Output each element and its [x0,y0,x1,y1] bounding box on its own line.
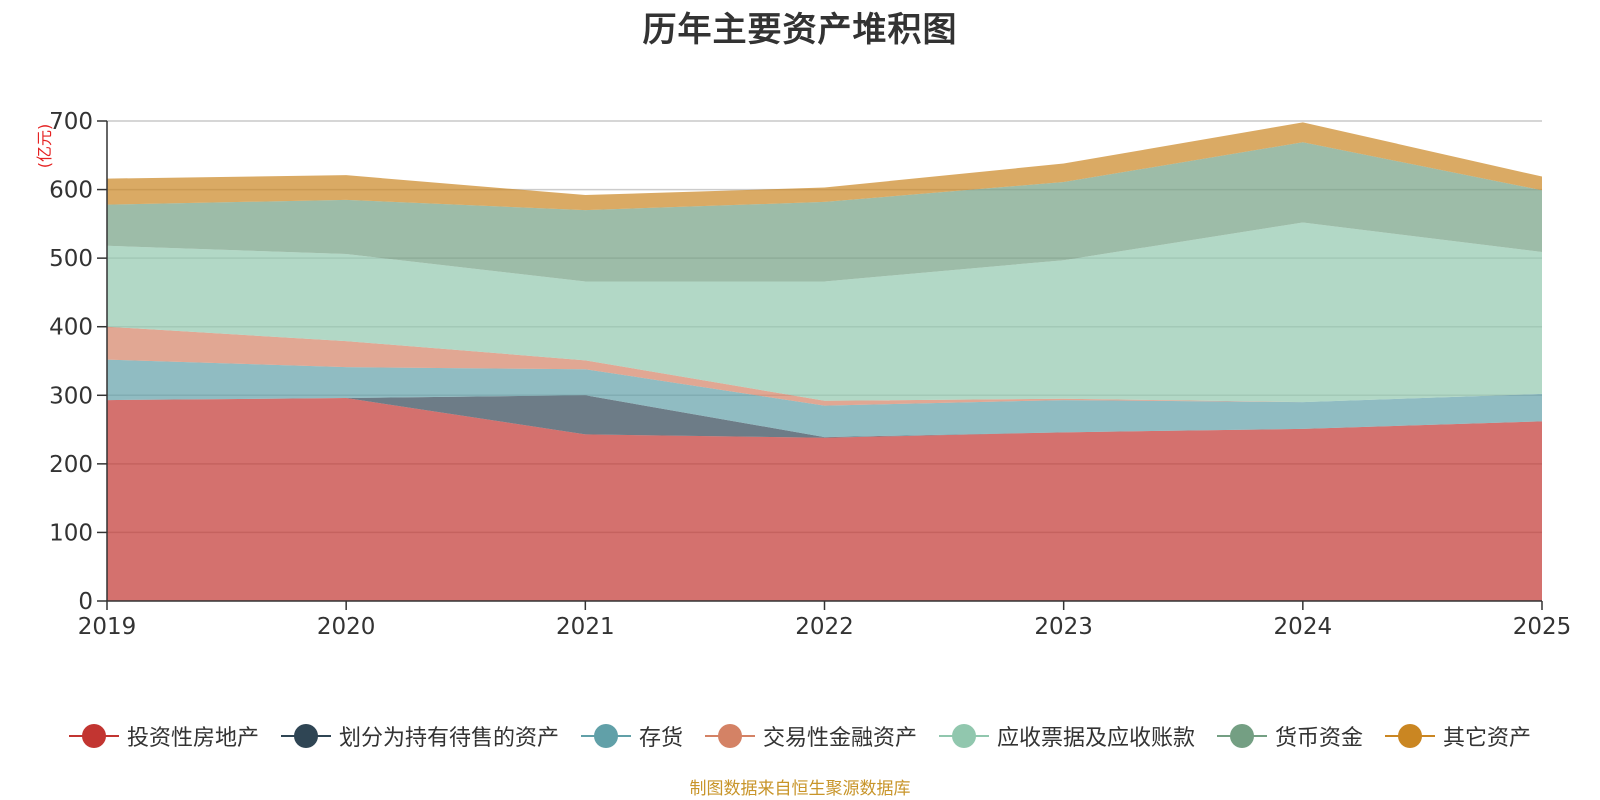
legend-item-3[interactable]: 交易性金融资产 [704,720,917,752]
x-tick-label-2021: 2021 [556,614,615,640]
legend-swatch-icon [1217,723,1268,749]
x-tick-label-2020: 2020 [317,614,376,640]
y-tick-label-0: 0 [78,589,93,615]
legend-swatch-icon [68,723,119,749]
legend-item-6[interactable]: 其它资产 [1385,720,1531,752]
y-tick-label-200: 200 [49,452,93,478]
legend-label: 其它资产 [1443,726,1532,751]
y-tick-label-500: 500 [49,246,93,272]
legend-label: 存货 [638,726,683,751]
x-tick-label-2025: 2025 [1513,614,1572,640]
legend-item-4[interactable]: 应收票据及应收账款 [939,720,1195,752]
legend-swatch-icon [704,723,755,749]
x-tick-label-2019: 2019 [78,614,137,640]
area-series-2 [107,359,1542,438]
y-tick-label-600: 600 [49,178,93,204]
legend-label: 投资性房地产 [126,726,259,751]
area-series-0 [107,398,1542,601]
area-series-3 [107,326,1542,406]
legend-swatch-icon [1385,723,1436,749]
legend-label: 划分为持有待售的资产 [338,726,559,751]
area-series-1 [107,395,1542,438]
legend-item-0[interactable]: 投资性房地产 [68,720,259,752]
y-tick-label-700: 700 [49,109,93,135]
area-series-6 [107,122,1542,211]
legend: 投资性房地产 划分为持有待售的资产 存货 交易性金融资产 应收票据及应收账款 货币资金 其它… [0,718,1600,754]
x-tick-label-2022: 2022 [795,614,854,640]
legend-item-1[interactable]: 划分为持有待售的资产 [280,720,559,752]
legend-item-2[interactable]: 存货 [580,720,683,752]
legend-label: 应收票据及应收账款 [997,726,1196,751]
legend-label: 交易性金融资产 [762,726,917,751]
y-axis-unit-label: (亿元) [35,124,54,169]
legend-label: 货币资金 [1275,726,1364,751]
legend-swatch-icon [280,723,331,749]
area-series-4 [107,222,1542,403]
x-tick-label-2024: 2024 [1274,614,1333,640]
legend-item-5[interactable]: 货币资金 [1217,720,1363,752]
y-tick-label-400: 400 [49,315,93,341]
y-tick-label-100: 100 [49,520,93,546]
legend-swatch-icon [939,723,989,749]
y-tick-label-300: 300 [49,383,93,409]
area-series-5 [107,142,1542,282]
x-tick-label-2023: 2023 [1034,614,1093,640]
chart-title: 历年主要资产堆积图 [642,10,958,50]
source-note: 制图数据来自恒生聚源数据库 [689,779,911,799]
legend-swatch-icon [580,723,631,749]
